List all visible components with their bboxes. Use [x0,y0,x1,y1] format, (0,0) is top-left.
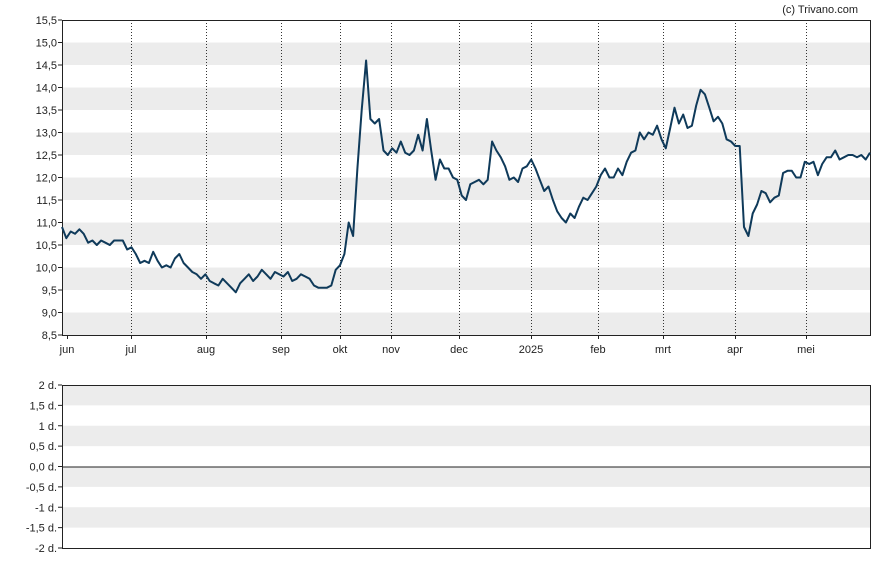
indicator-y-tick-label: 0,5 d. [29,441,57,453]
price-band [62,267,870,290]
x-tick-label: nov [382,344,400,356]
indicator-y-tick-label: -1,5 d. [26,523,57,535]
y-tick-label: 12,0 [36,173,57,185]
x-tick-label: feb [590,344,605,356]
indicator-band [62,507,870,528]
x-tick-label: mei [797,344,815,356]
price-chart-y-axis: 8,5 9,0 9,5 10,0 10,5 11,0 11,5 12,0 12,5 13,0 13,… [36,15,62,342]
indicator-chart-y-axis: 2 d. 1,5 d. 1 d. 0,5 d. 0,0 d. -0,5 d. -1 d. -1… [26,380,62,555]
y-tick-label: 11,0 [36,218,57,230]
x-tick-label: 2025 [519,344,543,356]
indicator-band [62,385,870,406]
price-band [62,42,870,65]
indicator-y-tick-label: 1 d. [39,421,57,433]
y-tick-label: 9,5 [42,285,57,297]
indicator-band [62,466,870,487]
y-tick-label: 9,0 [42,308,57,320]
y-tick-label: 10,0 [36,263,57,275]
price-band [62,312,870,335]
price-series-line [61,59,871,294]
indicator-band [62,425,870,447]
y-tick-label: 13,5 [36,105,57,117]
price-band [62,132,870,155]
y-tick-label: 8,5 [42,330,57,342]
x-tick-label: aug [197,344,215,356]
x-tick-label: jul [124,344,136,356]
price-band [62,177,870,200]
x-tick-label: jun [59,344,75,356]
price-chart-x-axis: jun jul aug sep okt nov dec 2025 feb mrt apr mei [59,335,815,356]
price-chart: 8,5 9,0 9,5 10,0 10,5 11,0 11,5 12,0 12,5 13,0 13,… [36,15,871,356]
indicator-chart: 2 d. 1,5 d. 1 d. 0,5 d. 0,0 d. -0,5 d. -1 d. -1… [26,380,871,555]
y-tick-label: 15,0 [36,38,57,50]
y-tick-label: 10,5 [36,240,57,252]
x-tick-label: sep [272,344,290,356]
indicator-y-tick-label: -2 d. [35,543,57,555]
y-tick-label: 15,5 [36,15,57,27]
price-chart-frame [62,20,871,336]
x-tick-label: dec [450,344,468,356]
indicator-y-tick-label: -1 d. [35,502,57,514]
y-tick-label: 12,5 [36,150,57,162]
y-tick-label: 14,0 [36,83,57,95]
x-tick-label: apr [727,344,743,356]
price-chart-bands [62,42,870,335]
price-band [62,222,870,245]
y-tick-label: 14,5 [36,60,57,72]
indicator-y-tick-label: 0,0 d. [29,462,57,474]
price-band [62,87,870,110]
indicator-y-tick-label: -0,5 d. [26,482,57,494]
credit-label: (c) Trivano.com [782,4,858,16]
indicator-chart-bands [62,385,870,528]
x-tick-label: mrt [655,344,671,356]
y-tick-label: 13,0 [36,128,57,140]
indicator-y-tick-label: 1,5 d. [29,400,57,412]
x-tick-label: okt [333,344,348,356]
indicator-y-tick-label: 2 d. [39,380,57,392]
y-tick-label: 11,5 [36,195,57,207]
